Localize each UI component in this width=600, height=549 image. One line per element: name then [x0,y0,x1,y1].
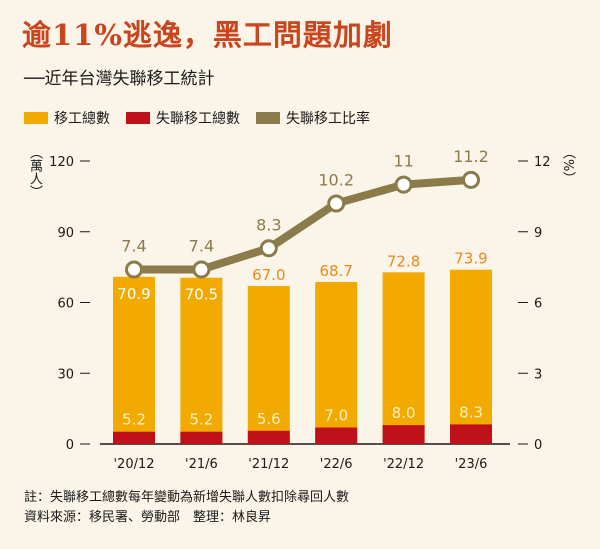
left-tick-label: 90 [57,226,74,241]
bar-missing [450,424,492,444]
x-tick-label: '21/6 [185,457,218,472]
bar-missing [247,430,290,444]
right-tick-label: 12 [534,155,551,170]
total-data-label: 73.9 [454,250,487,268]
legend-label-ratio: 失聯移工比率 [286,111,370,127]
x-tick-label: '22/12 [383,457,424,472]
ratio-data-label: 11.2 [453,147,489,166]
total-data-label: 70.9 [117,285,150,303]
total-data-label: 68.7 [319,262,352,280]
bar-total [382,272,425,444]
bar-missing [180,431,223,444]
ratio-data-label: 7.4 [121,236,146,255]
right-tick-label: 6 [534,297,542,312]
bar-missing [315,427,358,444]
source-note: 資料來源：移民署、勞動部 整理：林良昇 [24,510,272,525]
legend-item-missing: 失聯移工總數 [126,108,240,128]
left-tick-label: 120 [49,155,74,170]
legend-item-ratio: 失聯移工比率 [256,108,370,128]
right-tick-label: 9 [534,226,542,241]
bar-total [180,277,223,444]
ratio-data-label: 8.3 [256,215,281,234]
ratio-point [327,194,346,213]
chart-subtitle: ──近年台灣失聯移工統計 [24,69,215,89]
total-data-label: 72.8 [387,252,420,270]
legend-swatch-ratio [256,112,280,124]
right-tick-label: 3 [534,367,542,382]
bar-total [113,276,155,444]
ratio-data-label: 11 [393,152,413,171]
left-tick-label: 60 [57,297,74,312]
legend-swatch-total [24,112,48,124]
x-tick-label: '20/12 [113,457,154,472]
ratio-line [130,175,475,274]
missing-data-label: 8.3 [459,403,483,421]
bar-total [450,269,492,444]
ratio-point [462,170,480,189]
chart-title: 逾11%逃逸，黑工問題加劇 [22,18,393,52]
x-tick-label: '22/6 [320,457,353,472]
legend: 移工總數 失聯移工總數 失聯移工比率 [24,108,370,128]
ratio-data-label: 7.4 [189,236,214,255]
total-data-label: 70.5 [185,286,218,304]
ratio-point [192,260,211,279]
legend-swatch-missing [126,112,150,124]
ratio-point [259,239,278,258]
left-tick-label: 0 [66,438,74,453]
missing-data-label: 5.6 [257,410,281,428]
footnote: 註：失聯移工總數每年變動為新增失聯人數扣除尋回人數 [24,490,350,505]
bar-missing [382,425,425,444]
legend-item-total: 移工總數 [24,108,110,128]
ratio-data-label: 10.2 [318,170,354,189]
ratio-point [394,175,413,194]
right-axis-unit: （%） [560,146,575,185]
left-axis-unit: （萬人） [27,146,42,198]
legend-label-total: 移工總數 [54,111,110,127]
missing-data-label: 7.0 [324,406,348,424]
bar-missing [113,431,155,444]
left-tick-label: 30 [57,367,74,382]
missing-data-label: 8.0 [392,404,416,422]
ratio-point [125,260,143,279]
total-data-label: 67.0 [252,266,285,284]
x-tick-label: '23/6 [455,457,488,472]
legend-label-missing: 失聯移工總數 [156,111,240,127]
bar-total [315,281,358,444]
bar-total [247,285,290,444]
missing-data-label: 5.2 [122,411,146,429]
x-tick-label: '21/12 [248,457,289,472]
right-tick-label: 0 [534,438,542,453]
missing-data-label: 5.2 [189,411,213,429]
